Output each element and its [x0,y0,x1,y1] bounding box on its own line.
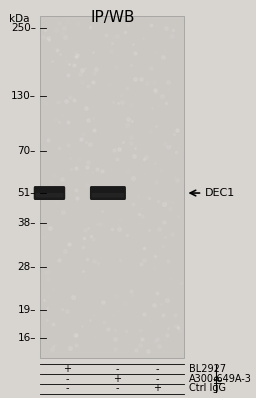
Text: -: - [115,364,119,375]
Text: -: - [66,383,69,394]
Text: -: - [66,374,69,384]
Text: 19–: 19– [17,305,36,316]
Text: 28–: 28– [17,261,36,272]
Text: +: + [153,383,162,394]
Text: IP/WB: IP/WB [90,10,135,25]
Text: -: - [156,374,159,384]
Text: kDa: kDa [9,14,29,24]
Text: BL2927: BL2927 [189,364,226,375]
Text: +: + [113,374,121,384]
Text: -: - [156,364,159,375]
FancyBboxPatch shape [92,193,124,197]
Text: DEC1: DEC1 [205,188,235,198]
Text: -: - [115,383,119,394]
Text: 250–: 250– [11,23,36,33]
Text: 70–: 70– [18,146,36,156]
FancyBboxPatch shape [90,186,126,200]
FancyBboxPatch shape [36,193,63,197]
Text: Ctrl IgG: Ctrl IgG [189,383,226,394]
Text: 16–: 16– [17,333,36,343]
FancyBboxPatch shape [40,16,184,358]
Text: 51–: 51– [17,188,36,198]
Text: 38–: 38– [17,218,36,228]
Text: +: + [63,364,71,375]
Text: IP: IP [214,375,224,383]
Text: 130–: 130– [11,90,36,101]
Text: A300-649A-3: A300-649A-3 [189,374,252,384]
FancyBboxPatch shape [34,186,65,200]
